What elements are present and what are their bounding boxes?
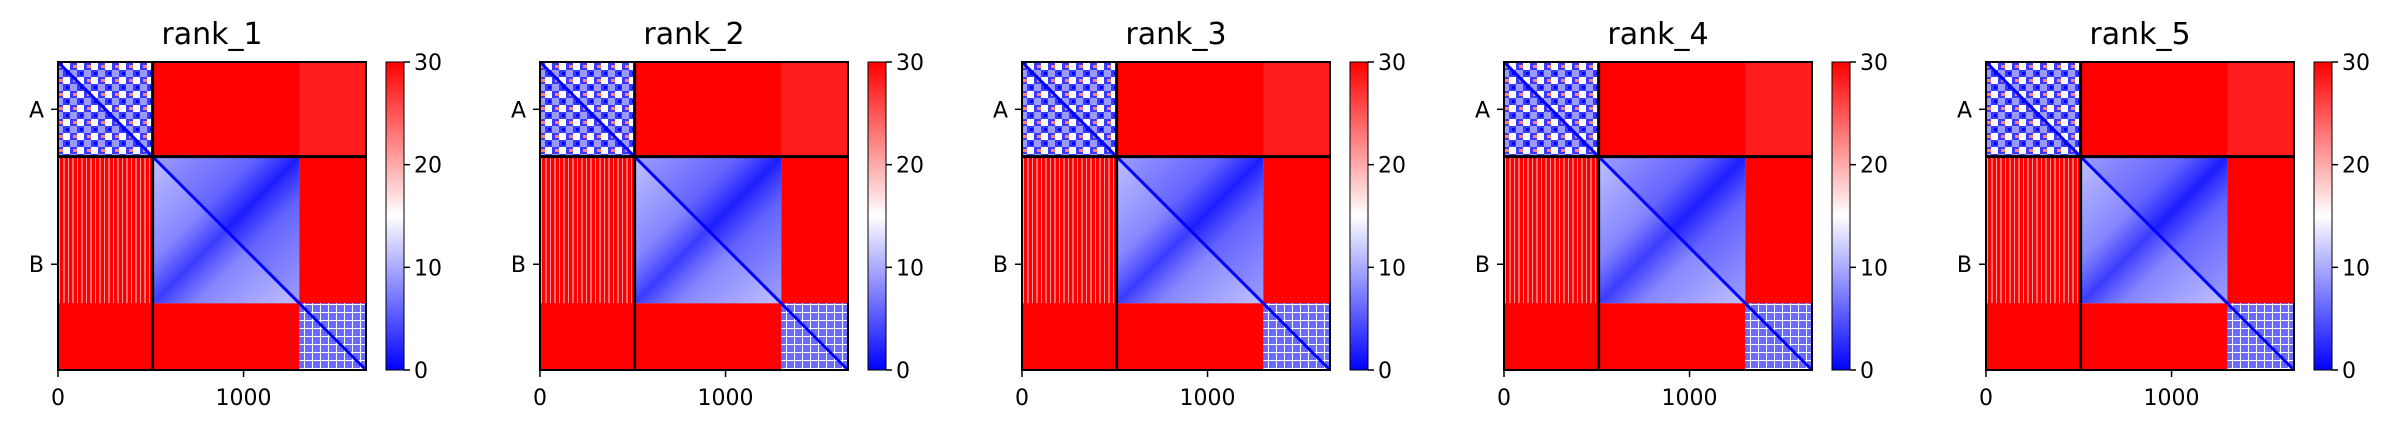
panel-title: rank_5 — [2089, 17, 2190, 52]
x-tick-label: 0 — [1015, 386, 1029, 411]
panel-title: rank_2 — [643, 17, 744, 52]
block-ab-tint — [781, 62, 848, 157]
plot-frame — [1503, 61, 1813, 371]
block-b2-diagonal — [780, 302, 850, 372]
y-tick-label: A — [29, 98, 44, 123]
plot-frame — [1985, 61, 2295, 371]
block-bb-diagonal — [151, 155, 301, 305]
panel-1: rank_1 0 1000 A B 0 10 20 30 — [29, 17, 442, 411]
block-aa-diagonal — [1020, 60, 1118, 158]
y-tick-label: B — [993, 253, 1008, 278]
panel-title: rank_3 — [1125, 17, 1226, 52]
block-bb-diagonal — [1597, 155, 1747, 305]
x-tick-label: 1000 — [698, 386, 754, 411]
panel-3: rank_3 0 1000 A B 0 10 20 30 — [993, 17, 1406, 411]
panel-title: rank_1 — [161, 17, 262, 52]
colorbar-tick-label: 10 — [2342, 256, 2370, 281]
block-aa-diagonal — [538, 60, 636, 158]
panel-title: rank_4 — [1607, 17, 1708, 52]
y-tick-label: B — [1957, 253, 1972, 278]
block-ab-tint — [1745, 62, 1812, 157]
colorbar-tick-label: 0 — [896, 359, 910, 384]
colorbar-tick-label: 20 — [896, 154, 924, 179]
x-tick-label: 0 — [1979, 386, 1993, 411]
x-tick-label: 1000 — [1180, 386, 1236, 411]
colorbar — [1831, 61, 1851, 371]
block-ba-stripes — [58, 156, 153, 304]
block-ba-stripes — [1986, 156, 2081, 304]
x-tick-label: 0 — [1497, 386, 1511, 411]
x-tick-label: 0 — [51, 386, 65, 411]
block-ab-tint — [2227, 62, 2294, 157]
y-tick-label: B — [511, 253, 526, 278]
y-tick-label: A — [511, 98, 526, 123]
y-tick-label: A — [1475, 98, 1490, 123]
colorbar — [867, 61, 887, 371]
y-tick-label: B — [1475, 253, 1490, 278]
colorbar-tick-label: 10 — [896, 256, 924, 281]
colorbar — [1349, 61, 1369, 371]
colorbar-tick-label: 0 — [1860, 359, 1874, 384]
colorbar-tick-label: 0 — [414, 359, 428, 384]
colorbar-tick-label: 20 — [1378, 154, 1406, 179]
block-bb-diagonal — [1115, 155, 1265, 305]
colorbar-tick-label: 10 — [414, 256, 442, 281]
panel-5: rank_5 0 1000 A B 0 10 20 30 — [1957, 17, 2370, 411]
block-b2-diagonal — [1744, 302, 1814, 372]
block-ba-stripes — [1504, 156, 1599, 304]
colorbar-tick-label: 0 — [1378, 359, 1392, 384]
x-tick-label: 1000 — [1662, 386, 1718, 411]
y-tick-label: A — [1957, 98, 1972, 123]
block-b2-diagonal — [2226, 302, 2296, 372]
panel-2: rank_2 0 1000 A B 0 10 20 30 — [511, 17, 924, 411]
block-bb-diagonal — [2079, 155, 2229, 305]
block-ab-tint — [299, 62, 366, 157]
colorbar-tick-label: 30 — [414, 51, 442, 76]
colorbar-tick-label: 20 — [1860, 154, 1888, 179]
x-tick-label: 1000 — [216, 386, 272, 411]
colorbar-tick-label: 0 — [2342, 359, 2356, 384]
colorbar-tick-label: 30 — [896, 51, 924, 76]
block-ab-tint — [1263, 62, 1330, 157]
panel-4: rank_4 0 1000 A B 0 10 20 30 — [1475, 17, 1888, 411]
plot-frame — [539, 61, 849, 371]
block-b2-diagonal — [1262, 302, 1332, 372]
block-aa-diagonal — [1502, 60, 1600, 158]
colorbar-tick-label: 20 — [2342, 154, 2370, 179]
plot-frame — [1021, 61, 1331, 371]
y-tick-label: A — [993, 98, 1008, 123]
colorbar-tick-label: 10 — [1378, 256, 1406, 281]
x-tick-label: 0 — [533, 386, 547, 411]
colorbar-tick-label: 30 — [2342, 51, 2370, 76]
colorbar-tick-label: 20 — [414, 154, 442, 179]
colorbar-tick-label: 30 — [1860, 51, 1888, 76]
plot-frame — [57, 61, 367, 371]
block-aa-diagonal — [56, 60, 154, 158]
block-b2-diagonal — [298, 302, 368, 372]
block-aa-diagonal — [1984, 60, 2082, 158]
block-bb-diagonal — [633, 155, 783, 305]
block-ba-stripes — [540, 156, 635, 304]
colorbar — [385, 61, 405, 371]
colorbar-tick-label: 10 — [1860, 256, 1888, 281]
block-ba-stripes — [1022, 156, 1117, 304]
colorbar — [2313, 61, 2333, 371]
colorbar-tick-label: 30 — [1378, 51, 1406, 76]
y-tick-label: B — [29, 253, 44, 278]
x-tick-label: 1000 — [2144, 386, 2200, 411]
